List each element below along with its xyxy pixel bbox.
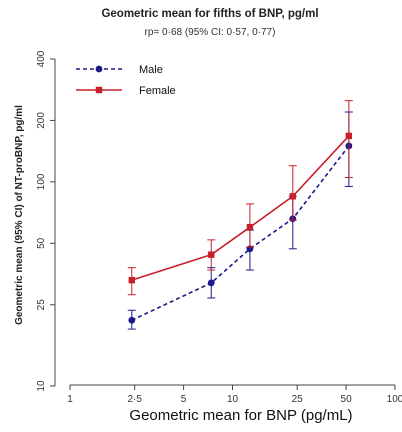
y-ticks: 10 25 50 100 200 400 [36,50,55,392]
series-female [127,100,353,296]
x-tick-label: 25 [292,394,304,405]
data-point [208,251,215,258]
y-tick-label: 25 [36,299,47,311]
y-tick-label: 200 [36,112,47,129]
series-layer [127,100,353,330]
x-tick-label: 5 [181,394,187,405]
x-tick-label: 2·5 [127,394,142,405]
y-axis-label: Geometric mean (95% CI) of NT-proBNP, pg… [14,105,25,325]
data-point [289,193,296,200]
x-tick-label: 10 [227,394,239,405]
y-tick-label: 100 [36,173,47,190]
x-tick-label: 100 [387,394,402,405]
legend-label: Male [139,64,163,76]
series-line [131,145,350,321]
y-tick-label: 10 [36,380,47,392]
chart-title: Geometric mean for fifths of BNP, pg/ml [101,8,318,20]
y-tick-label: 50 [36,237,47,249]
data-point [345,132,353,140]
axes [54,59,395,386]
series-line [131,135,350,281]
legend-marker [95,86,103,94]
x-axis-label: Geometric mean for BNP (pg/mL) [129,407,352,424]
x-tick-label: 50 [341,394,353,405]
data-point [128,276,135,284]
chart-subtitle: rp= 0·68 (95% CI: 0·57, 0·77) [145,27,276,38]
y-tick-label: 400 [36,50,47,67]
legend-marker [95,65,103,73]
data-point [246,223,254,231]
data-point [128,316,136,324]
series-male [127,111,353,330]
legend-label: Female [139,85,176,97]
data-point [207,279,215,287]
x-tick-label: 1 [67,394,73,405]
x-ticks: 1 2·5 5 10 25 50 100 [67,385,402,405]
legend: Male Female [76,64,176,97]
